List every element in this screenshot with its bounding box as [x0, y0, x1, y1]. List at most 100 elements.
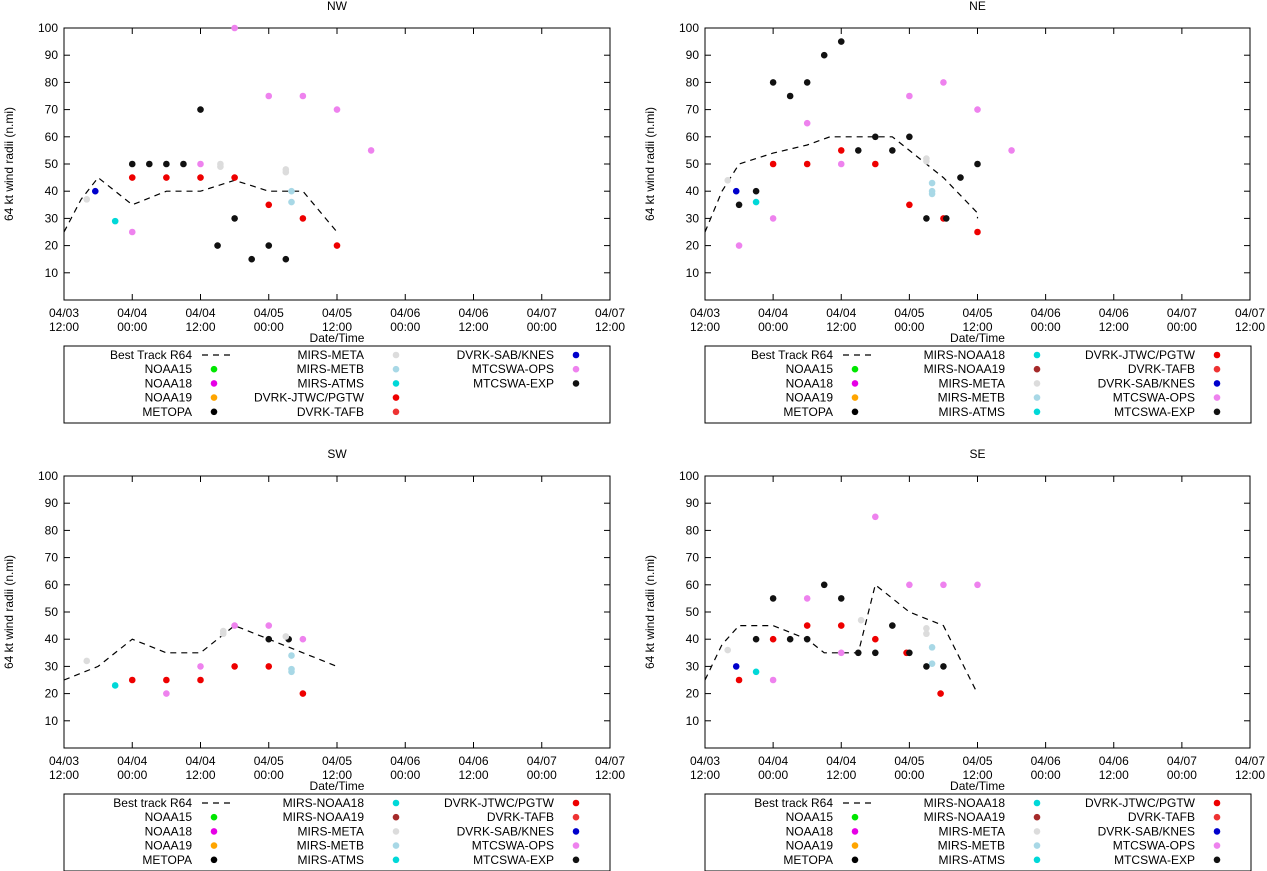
point-mirs-meta — [724, 177, 732, 184]
x-tick-time: 12:00 — [322, 768, 352, 782]
y-tick-label: 100 — [38, 469, 58, 483]
legend-marker-mirs-noaa19 — [392, 813, 400, 821]
legend-label: MTCSWA-EXP — [473, 853, 554, 867]
legend-label: MTCSWA-EXP — [473, 376, 554, 390]
x-tick-date: 04/05 — [962, 306, 992, 320]
y-tick-label: 90 — [686, 496, 700, 510]
legend: Best Track R64 MIRS-META DVRK-SAB/KNES NOAA… — [63, 345, 611, 424]
point-mtcswa-exp — [837, 38, 845, 45]
x-tick-date: 04/05 — [894, 754, 924, 768]
x-tick-time: 00:00 — [254, 320, 284, 334]
legend: Best track R64 MIRS-NOAA18 DVRK-JTWC/PGTW N… — [63, 793, 611, 871]
y-tick-label: 40 — [686, 184, 700, 198]
legend-label: MIRS-META — [298, 824, 364, 838]
legend-label: Best Track R64 — [751, 348, 833, 362]
x-tick-date: 04/05 — [322, 306, 352, 320]
legend-marker-noaa15 — [210, 365, 218, 373]
y-tick-label: 70 — [45, 103, 59, 117]
y-tick-label: 10 — [45, 266, 59, 280]
point-mtcswa-ops — [803, 119, 811, 127]
point-mtcswa-exp — [906, 133, 913, 141]
point-mtcswa-ops — [128, 228, 136, 236]
legend-label: NOAA19 — [145, 839, 193, 853]
x-tick-time: 12:00 — [458, 768, 488, 782]
y-tick-label: 60 — [45, 578, 59, 592]
legend-label: MIRS-NOAA19 — [924, 362, 1006, 376]
point-mtcswa-exp — [214, 242, 221, 249]
x-tick-time: 12:00 — [185, 320, 215, 334]
legend-marker-dvrk-sab-knes — [572, 351, 580, 359]
x-tick-time: 12:00 — [458, 320, 488, 334]
point-dvrk-jtwc-pgtw — [769, 160, 777, 168]
legend: Best Track R64 MIRS-NOAA18 DVRK-JTWC/PGTW N… — [704, 345, 1252, 424]
y-tick-label: 20 — [45, 239, 59, 253]
y-tick-label: 20 — [45, 687, 59, 701]
point-mirs-metb — [928, 190, 936, 198]
legend-label: MIRS-METB — [297, 839, 364, 853]
y-tick-label: 80 — [45, 75, 59, 89]
y-tick-label: 20 — [686, 239, 700, 253]
point-dvrk-jtwc-pgtw — [837, 622, 845, 629]
x-tick-date: 04/07 — [527, 754, 557, 768]
point-mtcswa-ops — [231, 622, 238, 629]
point-mtcswa-ops — [231, 24, 238, 32]
legend-marker-noaa15 — [210, 813, 218, 821]
x-tick-time: 12:00 — [1235, 320, 1265, 334]
point-dvrk-jtwc-pgtw — [299, 215, 307, 222]
legend-marker-mtcswa-ops — [572, 842, 580, 849]
point-mtcswa-ops — [299, 635, 307, 643]
point-dvrk-sab-knes — [91, 187, 99, 195]
y-tick-label: 100 — [38, 21, 58, 35]
point-dvrk-sab-knes — [732, 663, 740, 670]
chart-ne: NE10203040506070809010004/0312:0004/0400… — [643, 0, 1265, 424]
point-mtcswa-ops — [974, 581, 981, 589]
legend-marker-noaa18 — [851, 828, 859, 835]
legend-marker-dvrk-jtwc-pgtw — [572, 799, 580, 807]
legend-marker-noaa19 — [851, 842, 859, 849]
legend-label: NOAA18 — [145, 376, 193, 390]
point-dvrk-jtwc-pgtw — [333, 242, 341, 249]
legend-marker-metopa — [851, 408, 859, 416]
x-tick-time: 12:00 — [690, 768, 720, 782]
legend-label: MIRS-NOAA19 — [924, 810, 1006, 824]
x-axis-label: Date/Time — [950, 331, 1005, 345]
x-tick-time: 12:00 — [595, 320, 625, 334]
y-tick-label: 60 — [45, 130, 59, 144]
x-tick-date: 04/06 — [390, 754, 420, 768]
point-mirs-metb — [288, 668, 295, 676]
point-mtcswa-exp — [265, 242, 273, 249]
x-tick-date: 04/07 — [595, 306, 625, 320]
point-mtcswa-ops — [265, 622, 273, 629]
point-dvrk-jtwc-pgtw — [197, 676, 204, 684]
legend-marker-noaa19 — [210, 394, 218, 401]
chart-title: NW — [327, 0, 348, 13]
point-mtcswa-exp — [180, 160, 187, 168]
point-mtcswa-exp — [820, 51, 828, 59]
x-tick-date: 04/06 — [458, 306, 488, 320]
point-mirs-meta — [83, 657, 91, 665]
point-mtcswa-exp — [942, 215, 950, 222]
point-mirs-meta — [857, 616, 865, 624]
point-mtcswa-exp — [163, 160, 170, 168]
point-mtcswa-ops — [163, 690, 170, 697]
legend-label: Best Track R64 — [110, 348, 192, 362]
legend-marker-mirs-metb — [392, 365, 400, 373]
x-tick-time: 00:00 — [758, 768, 788, 782]
x-tick-date: 04/06 — [390, 306, 420, 320]
y-tick-label: 80 — [686, 523, 700, 537]
point-dvrk-jtwc-pgtw — [128, 676, 136, 684]
point-mtcswa-ops — [769, 676, 777, 684]
point-mtcswa-exp — [803, 635, 811, 643]
x-tick-time: 00:00 — [1031, 768, 1061, 782]
x-tick-date: 04/03 — [49, 306, 79, 320]
point-mtcswa-ops — [837, 649, 845, 657]
y-tick-label: 50 — [686, 157, 700, 171]
legend-label: NOAA15 — [786, 362, 834, 376]
legend-label: NOAA15 — [786, 810, 834, 824]
point-dvrk-sab-knes — [732, 187, 740, 195]
point-dvrk-jtwc-pgtw — [937, 690, 944, 697]
legend-label: DVRK-JTWC/PGTW — [1085, 796, 1196, 810]
point-mirs-meta — [219, 630, 227, 638]
x-tick-time: 12:00 — [690, 320, 720, 334]
x-tick-time: 12:00 — [1099, 320, 1129, 334]
